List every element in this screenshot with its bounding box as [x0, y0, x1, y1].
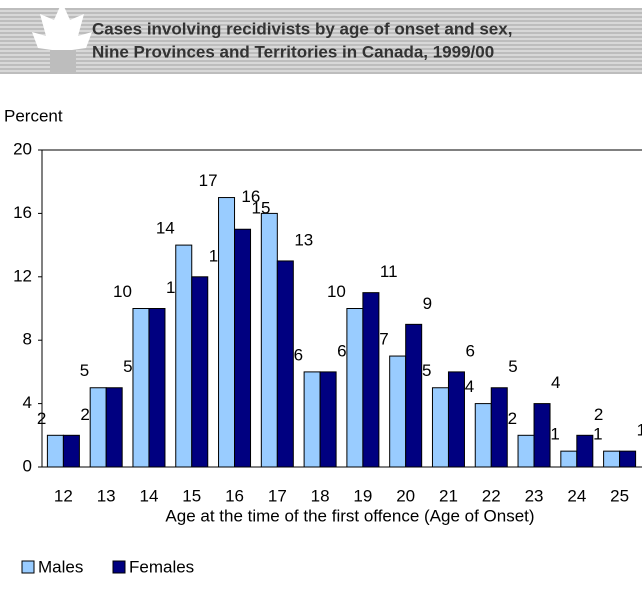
- data-label: 16: [241, 187, 260, 206]
- plot-frame: [41, 149, 642, 468]
- bar: [148, 308, 166, 468]
- bar: [132, 308, 150, 468]
- data-label: 5: [80, 361, 89, 380]
- y-tick-label: 4: [23, 393, 32, 412]
- x-tick-label: 22: [482, 486, 501, 505]
- data-label: 13: [294, 230, 313, 249]
- legend-swatch: [112, 560, 126, 574]
- data-label: 6: [337, 341, 346, 360]
- data-label: 17: [199, 171, 218, 190]
- x-tick-label: 16: [225, 486, 244, 505]
- data-label: 14: [156, 219, 175, 238]
- legend-label: Males: [38, 557, 83, 576]
- logo-mark: [50, 50, 76, 74]
- data-label: 5: [508, 357, 517, 376]
- chart-title: Nine Provinces and Territories in Canada…: [92, 42, 494, 61]
- x-tick-label: 24: [567, 486, 586, 505]
- bar: [447, 371, 465, 468]
- data-label: 1: [637, 421, 642, 440]
- data-label: 5: [422, 361, 431, 380]
- x-tick-label: 20: [396, 486, 415, 505]
- x-tick-label: 15: [182, 486, 201, 505]
- data-label: 4: [465, 377, 474, 396]
- bar: [191, 276, 209, 468]
- logo-leaf: [32, 2, 92, 74]
- y-tick-label: 20: [13, 139, 32, 158]
- data-label: 2: [594, 405, 603, 424]
- bar: [560, 450, 578, 468]
- data-label: 7: [379, 330, 388, 349]
- bar: [303, 371, 321, 468]
- data-label: 2: [37, 409, 46, 428]
- bar: [175, 244, 193, 468]
- data-label: 10: [113, 282, 132, 301]
- bar: [319, 371, 337, 468]
- data-label: 1: [593, 425, 602, 444]
- y-tick-label: 8: [23, 330, 32, 349]
- bar: [474, 403, 492, 468]
- bar: [517, 434, 535, 468]
- x-tick-label: 18: [311, 486, 330, 505]
- bar: [490, 387, 508, 468]
- bar: [362, 292, 380, 468]
- bar: [62, 434, 80, 468]
- bar: [405, 323, 423, 468]
- legend-swatch: [21, 560, 35, 574]
- bar: [389, 355, 407, 468]
- bar: [346, 308, 364, 468]
- y-tick-label: 0: [23, 456, 32, 475]
- y-tick-label: 12: [13, 266, 32, 285]
- bar: [576, 434, 594, 468]
- data-label: 5: [123, 357, 132, 376]
- bar: [431, 387, 449, 468]
- data-label: 1: [550, 425, 559, 444]
- legend-label: Females: [129, 557, 194, 576]
- x-tick-label: 17: [268, 486, 287, 505]
- x-tick-label: 21: [439, 486, 458, 505]
- bar: [276, 260, 294, 468]
- y-axis-label: Percent: [4, 106, 63, 125]
- bar: [46, 434, 64, 468]
- data-label: 2: [80, 405, 89, 424]
- bar: [603, 450, 621, 468]
- bar: [260, 212, 278, 468]
- bar: [218, 197, 236, 468]
- chart-title: Cases involving recidivists by age of on…: [92, 19, 512, 38]
- data-label: 11: [380, 262, 398, 281]
- bar: [619, 450, 637, 468]
- bar: [89, 387, 107, 468]
- data-label: 6: [294, 345, 303, 364]
- data-label: 10: [327, 282, 346, 301]
- x-tick-label: 23: [525, 486, 544, 505]
- bar: [234, 228, 252, 468]
- data-label: 2: [508, 409, 517, 428]
- x-tick-label: 25: [610, 486, 629, 505]
- data-label: 9: [423, 294, 432, 313]
- x-tick-label: 12: [54, 486, 73, 505]
- x-tick-label: 13: [97, 486, 116, 505]
- data-label: 4: [551, 373, 560, 392]
- x-tick-label: 14: [140, 486, 159, 505]
- data-label: 6: [465, 341, 474, 360]
- bar: [533, 403, 551, 468]
- x-axis-label: Age at the time of the first offence (Ag…: [165, 506, 534, 525]
- title-banner: [0, 8, 642, 74]
- y-tick-label: 16: [13, 203, 32, 222]
- bar: [105, 387, 123, 468]
- x-tick-label: 19: [353, 486, 372, 505]
